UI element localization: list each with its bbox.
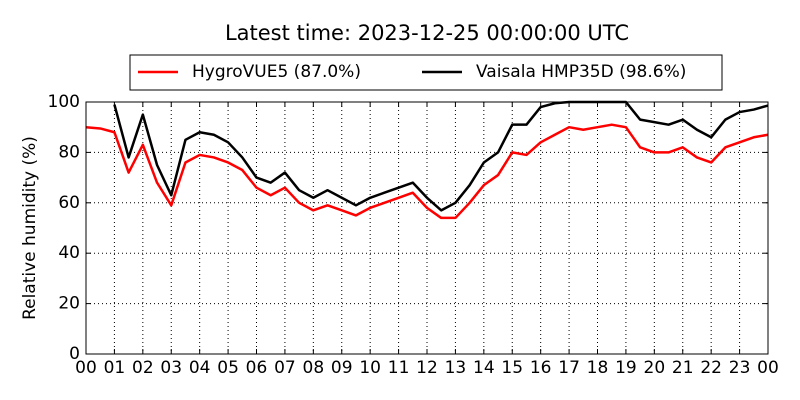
x-tick-label: 22 [700, 358, 722, 378]
data-line [113, 100, 769, 212]
x-tick-label: 08 [303, 358, 325, 378]
chart-title: Latest time: 2023-12-25 00:00:00 UTC [225, 21, 629, 45]
y-tick-label: 80 [58, 142, 80, 162]
x-tick-label: 21 [672, 358, 694, 378]
x-tick-label: 10 [359, 358, 381, 378]
x-tick-label: 00 [75, 358, 97, 378]
x-tick-label: 09 [331, 358, 353, 378]
x-tick-label: 23 [729, 358, 751, 378]
x-tick-label: 14 [473, 358, 495, 378]
x-tick-label: 13 [445, 358, 467, 378]
x-tick-label: 01 [104, 358, 126, 378]
legend-label: HygroVUE5 (87.0%) [192, 62, 361, 82]
x-tick-label: 05 [217, 358, 239, 378]
x-tick-label: 06 [246, 358, 268, 378]
x-tick-label: 03 [160, 358, 182, 378]
legend-label: Vaisala HMP35D (98.6%) [476, 62, 686, 82]
x-tick-label: 17 [558, 358, 580, 378]
y-tick-label: 0 [69, 344, 80, 364]
y-axis-label: Relative humidity (%) [20, 136, 40, 320]
y-tick-label: 60 [58, 193, 80, 213]
x-tick-label: 12 [416, 358, 438, 378]
x-tick-label: 19 [615, 358, 637, 378]
y-tick-label: 40 [58, 243, 80, 263]
x-tick-label: 16 [530, 358, 552, 378]
x-tick-label: 02 [132, 358, 154, 378]
y-tick-label: 20 [58, 294, 80, 314]
x-tick-label: 11 [388, 358, 410, 378]
data-line [85, 123, 769, 220]
x-tick-label: 20 [644, 358, 666, 378]
x-tick-label: 15 [501, 358, 523, 378]
x-tick-label: 18 [587, 358, 609, 378]
x-tick-label: 00 [757, 358, 779, 378]
x-tick-label: 04 [189, 358, 211, 378]
plot-frame [85, 101, 769, 355]
y-tick-label: 100 [48, 92, 80, 112]
x-tick-label: 07 [274, 358, 296, 378]
